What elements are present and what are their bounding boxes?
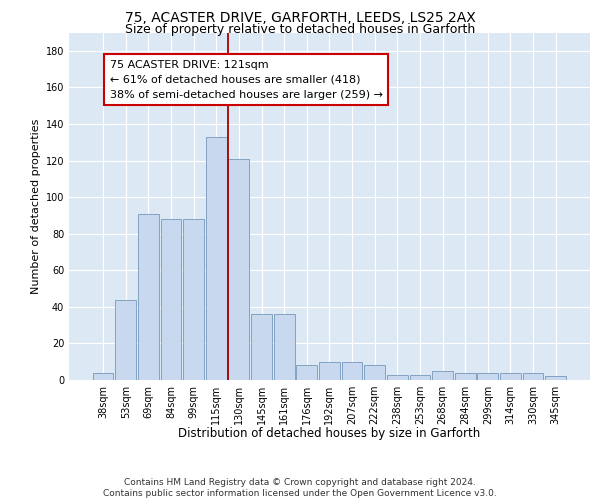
Text: 75, ACASTER DRIVE, GARFORTH, LEEDS, LS25 2AX: 75, ACASTER DRIVE, GARFORTH, LEEDS, LS25…: [125, 11, 475, 25]
Bar: [115, 300, 136, 380]
Text: Distribution of detached houses by size in Garforth: Distribution of detached houses by size …: [178, 428, 480, 440]
Y-axis label: Number of detached properties: Number of detached properties: [31, 118, 41, 294]
Bar: [296, 366, 317, 380]
Bar: [92, 372, 113, 380]
Bar: [478, 372, 498, 380]
Bar: [410, 374, 430, 380]
Bar: [206, 137, 227, 380]
Bar: [341, 362, 362, 380]
Bar: [319, 362, 340, 380]
Bar: [364, 366, 385, 380]
Bar: [138, 214, 159, 380]
Bar: [500, 372, 521, 380]
Bar: [523, 372, 544, 380]
Text: Contains HM Land Registry data © Crown copyright and database right 2024.
Contai: Contains HM Land Registry data © Crown c…: [103, 478, 497, 498]
Text: Size of property relative to detached houses in Garforth: Size of property relative to detached ho…: [125, 22, 475, 36]
Text: 75 ACASTER DRIVE: 121sqm
← 61% of detached houses are smaller (418)
38% of semi-: 75 ACASTER DRIVE: 121sqm ← 61% of detach…: [110, 60, 383, 100]
Bar: [455, 372, 476, 380]
Bar: [387, 374, 408, 380]
Bar: [183, 219, 204, 380]
Bar: [161, 219, 181, 380]
Bar: [251, 314, 272, 380]
Bar: [229, 158, 249, 380]
Bar: [274, 314, 295, 380]
Bar: [432, 371, 453, 380]
Bar: [545, 376, 566, 380]
